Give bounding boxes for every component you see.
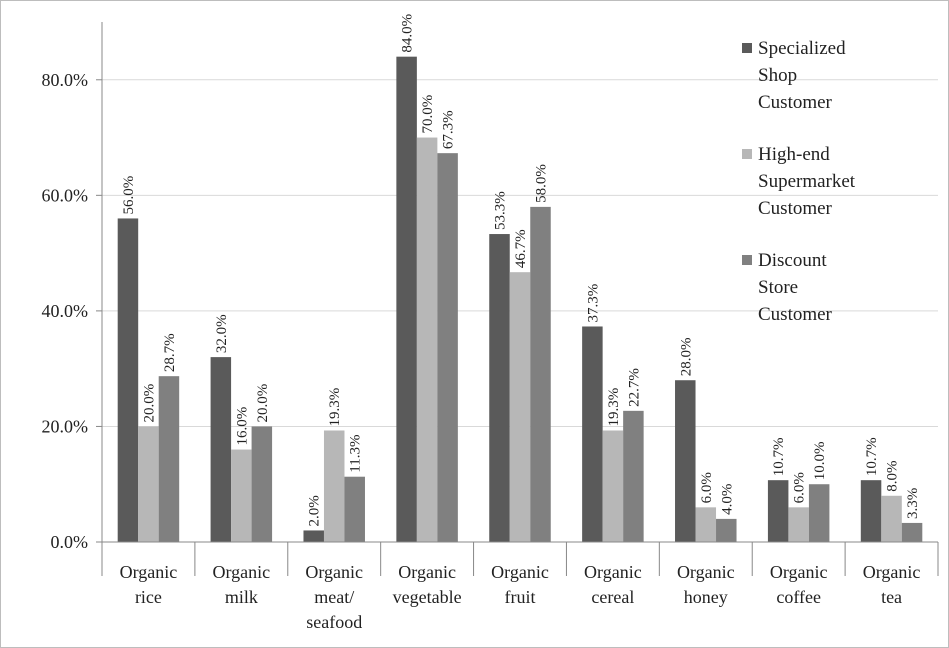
bar (901, 522, 923, 542)
bar (808, 484, 830, 542)
bar (251, 426, 273, 542)
x-category-label: Organic (863, 562, 921, 582)
data-label: 3.3% (905, 488, 921, 519)
legend-label: Customer (758, 198, 833, 219)
x-category-label: rice (135, 587, 162, 607)
legend-label: Specialized (758, 38, 846, 59)
y-tick-label: 80.0% (42, 70, 89, 90)
bar (437, 153, 458, 542)
bar (602, 430, 624, 542)
bar (344, 476, 365, 542)
x-category-label: meat/ (314, 587, 354, 607)
legend-swatch (742, 255, 752, 265)
bar (303, 530, 324, 542)
bar (530, 206, 551, 542)
bar (881, 495, 902, 542)
data-label: 20.0% (255, 384, 271, 423)
bar (416, 137, 438, 543)
legend-label: Store (758, 277, 798, 298)
data-label: 6.0% (699, 472, 715, 503)
bar (117, 218, 139, 542)
data-label: 67.3% (441, 110, 457, 149)
y-tick-label: 60.0% (42, 185, 89, 205)
y-tick-label: 20.0% (42, 416, 89, 436)
x-category-label: Organic (120, 562, 178, 582)
data-label: 28.0% (678, 337, 694, 376)
x-category-label: Organic (305, 562, 363, 582)
data-label: 58.0% (534, 164, 550, 203)
x-category-label: Organic (584, 562, 642, 582)
data-label: 6.0% (792, 472, 808, 503)
x-category-label: Organic (491, 562, 549, 582)
data-label: 4.0% (719, 484, 735, 515)
legend-swatch (742, 149, 752, 159)
bar (675, 380, 696, 542)
x-category-label: seafood (306, 612, 362, 632)
data-label: 56.0% (121, 176, 137, 215)
legend-label: Supermarket (758, 171, 856, 192)
data-label: 10.7% (771, 437, 787, 476)
bar (210, 357, 232, 542)
data-label: 53.3% (493, 191, 509, 230)
data-label: 19.3% (327, 388, 343, 427)
legend-label: Customer (758, 92, 833, 113)
bar (489, 234, 510, 543)
data-label: 46.7% (513, 229, 529, 268)
legend-label: High-end (758, 144, 830, 165)
legend-swatch (742, 43, 752, 53)
x-category-label: Organic (213, 562, 271, 582)
bar (509, 272, 531, 542)
bar (860, 480, 882, 542)
data-label: 37.3% (585, 284, 601, 323)
data-label: 70.0% (420, 95, 436, 134)
bar (396, 56, 417, 543)
y-tick-label: 0.0% (51, 532, 89, 552)
legend-label: Customer (758, 304, 833, 325)
data-label: 11.3% (348, 435, 364, 473)
x-category-label: fruit (505, 587, 536, 607)
x-category-label: Organic (398, 562, 456, 582)
x-category-label: cereal (591, 587, 634, 607)
bar (695, 507, 717, 542)
data-label: 22.7% (626, 368, 642, 407)
bar (716, 518, 737, 542)
data-label: 20.0% (141, 384, 157, 423)
x-category-label: milk (225, 587, 258, 607)
data-label: 8.0% (885, 461, 901, 492)
data-label: 2.0% (307, 495, 323, 526)
bar (323, 430, 345, 542)
bar (623, 410, 644, 542)
bar (138, 426, 159, 542)
data-label: 19.3% (606, 388, 622, 427)
x-category-label: vegetable (393, 587, 462, 607)
data-label: 28.7% (162, 333, 178, 372)
bar (158, 376, 180, 542)
legend-label: Shop (758, 65, 797, 86)
bar (582, 326, 603, 542)
data-label: 10.7% (864, 437, 880, 476)
x-category-label: honey (684, 587, 728, 607)
y-tick-label: 40.0% (42, 301, 89, 321)
data-label: 32.0% (214, 314, 230, 353)
x-category-label: Organic (770, 562, 828, 582)
bar (788, 507, 809, 542)
bar (767, 480, 789, 542)
x-category-label: Organic (677, 562, 735, 582)
x-category-label: tea (881, 587, 902, 607)
data-label: 16.0% (234, 407, 250, 446)
data-label: 84.0% (400, 14, 416, 53)
data-label: 10.0% (812, 441, 828, 480)
x-category-label: coffee (776, 587, 821, 607)
bar (231, 449, 252, 542)
legend-label: Discount (758, 250, 827, 271)
